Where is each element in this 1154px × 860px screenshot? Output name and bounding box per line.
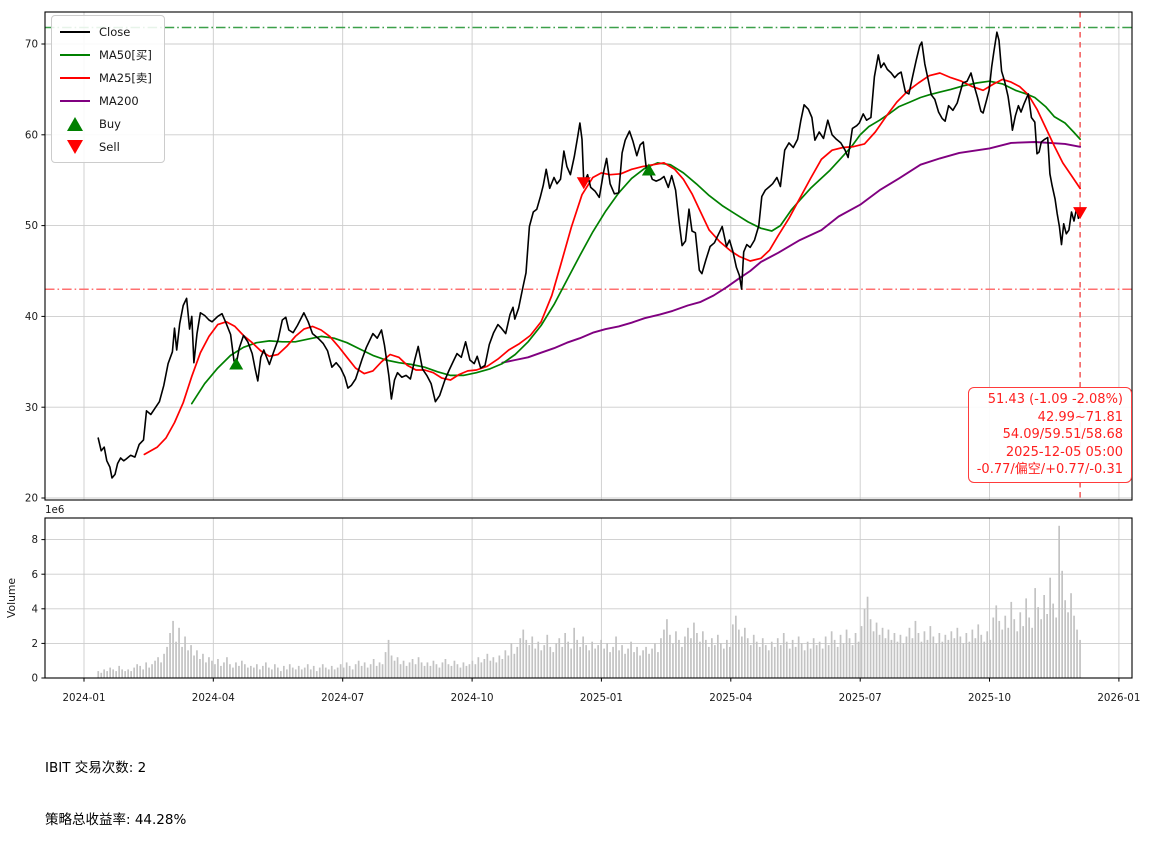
gridlines: [45, 12, 1132, 679]
strategy-stats: IBIT 交易次数: 2 策略总收益率: 44.28% 长期持有收益: 48.0…: [45, 727, 486, 860]
legend-label: MA25[卖]: [99, 70, 152, 85]
legend-label: MA200: [99, 93, 139, 108]
volume-tick-label: 4: [31, 603, 38, 615]
date-tick-label: 2024-10: [451, 692, 494, 704]
date-tick-label: 2025-04: [709, 692, 752, 704]
annotation-range: 42.99~71.81: [1037, 409, 1123, 425]
legend-label: MA50[买]: [99, 47, 152, 62]
price-tick-label: 50: [25, 220, 38, 232]
legend-item-close: Close: [60, 20, 152, 43]
price-tick-label: 60: [25, 129, 38, 141]
date-tick-label: 2025-01: [580, 692, 623, 704]
quote-annotation-box: 51.43 (-1.09 -2.08%) 42.99~71.81 54.09/5…: [967, 387, 1132, 483]
legend-item-sell: Sell: [60, 135, 152, 158]
legend-label: Sell: [99, 139, 120, 154]
stat-strategy-return: 策略总收益率: 44.28%: [45, 811, 187, 828]
ma25-line: [143, 72, 1081, 456]
ma25-line-icon: [60, 76, 90, 79]
volume-bars: [97, 525, 1081, 678]
price-tick-label: 30: [25, 402, 38, 414]
close-line: [97, 31, 1081, 479]
axis-ticks-and-labels: 20 30 40 50 60 70 0 2 4 6 8 2024-01 2024-04 2024-07 20…: [5, 39, 1140, 704]
sell-marker: [1073, 207, 1088, 220]
legend-item-ma50: MA50[买]: [60, 43, 152, 66]
ma200-line: [501, 141, 1082, 364]
price-panel-frame: [44, 11, 1133, 501]
legend-item-ma200: MA200: [60, 89, 152, 112]
price-tick-label: 20: [25, 493, 38, 505]
buy-marker: [641, 163, 656, 176]
buy-marker: [229, 357, 244, 370]
date-tick-label: 2024-01: [62, 692, 105, 704]
volume-tick-label: 8: [31, 534, 38, 546]
volume-tick-label: 0: [31, 673, 38, 685]
date-tick-label: 2024-04: [192, 692, 235, 704]
ma50-line: [190, 80, 1081, 405]
price-tick-label: 70: [25, 39, 38, 51]
date-tick-label: 2024-07: [321, 692, 364, 704]
annotation-ma-values: 54.09/59.51/58.68: [1002, 427, 1123, 443]
volume-tick-label: 2: [31, 638, 38, 650]
price-tick-label: 40: [25, 311, 38, 323]
date-tick-label: 2026-01: [1097, 692, 1140, 704]
ma50-line-icon: [60, 53, 90, 56]
close-line-icon: [60, 30, 90, 33]
sell-marker: [576, 177, 591, 190]
date-tick-label: 2025-10: [968, 692, 1011, 704]
sell-triangle-icon: [60, 139, 90, 154]
volume-axis-label: Volume: [5, 578, 18, 619]
annotation-timestamp: 2025-12-05 05:00: [1005, 444, 1123, 460]
volume-tick-label: 6: [31, 569, 38, 581]
legend-label: Buy: [99, 116, 121, 131]
volume-offset-label: 1e6: [45, 504, 64, 516]
annotation-bias: -0.77/偏空/+0.77/-0.31: [976, 462, 1123, 478]
annotation-price-change: 51.43 (-1.09 -2.08%): [987, 392, 1123, 407]
legend: Close MA50[买] MA25[卖] MA200 Buy Sell: [51, 15, 165, 163]
ma200-line-icon: [60, 99, 90, 102]
band-lines: [45, 26, 1132, 290]
stat-trade-count: IBIT 交易次数: 2: [45, 760, 147, 776]
legend-item-ma25: MA25[卖]: [60, 66, 152, 89]
legend-label: Close: [99, 24, 131, 39]
volume-panel-frame: [44, 517, 1133, 679]
buy-triangle-icon: [60, 116, 90, 131]
legend-item-buy: Buy: [60, 112, 152, 135]
trade-markers: [229, 163, 1088, 370]
date-tick-label: 2025-07: [839, 692, 882, 704]
